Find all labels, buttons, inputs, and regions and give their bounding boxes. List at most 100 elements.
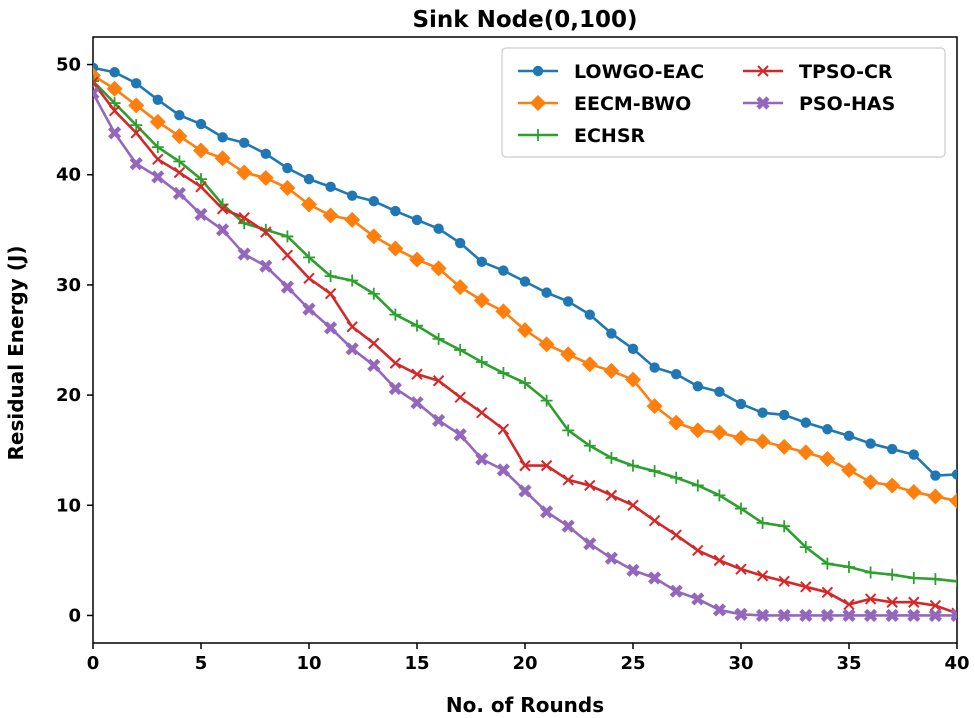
data-point	[108, 97, 121, 110]
data-point	[756, 570, 769, 582]
data-point	[776, 438, 793, 455]
x-tick-label: 25	[620, 653, 645, 674]
data-point	[195, 118, 207, 130]
data-point	[518, 484, 532, 498]
x-axis-ticks: 0 5 10 15 20 25 30 35 40	[87, 643, 970, 674]
data-point	[649, 362, 660, 373]
data-point	[842, 608, 856, 623]
data-point	[864, 608, 878, 623]
x-tick-label: 30	[728, 653, 753, 674]
data-point	[497, 367, 510, 380]
data-point	[670, 471, 683, 484]
data-point	[454, 343, 467, 356]
legend-label: ECHSR	[574, 125, 646, 147]
data-point	[324, 270, 337, 283]
data-point	[908, 449, 919, 460]
x-tick-label: 35	[836, 653, 861, 674]
data-point	[929, 573, 942, 586]
data-point	[346, 321, 358, 333]
data-point	[388, 381, 402, 396]
data-point	[865, 438, 876, 449]
data-point	[173, 155, 186, 168]
y-tick-label: 10	[56, 495, 81, 516]
data-point	[820, 608, 834, 623]
data-point	[281, 249, 294, 261]
x-tick-label: 40	[944, 653, 969, 674]
data-point	[432, 332, 445, 345]
data-point	[951, 469, 957, 480]
data-point	[347, 190, 358, 201]
data-point	[282, 162, 293, 174]
data-point	[821, 557, 834, 570]
data-point	[430, 260, 447, 277]
data-point	[540, 505, 554, 519]
data-point	[800, 581, 812, 593]
data-point	[538, 336, 555, 353]
data-point	[779, 409, 790, 421]
data-point	[433, 223, 444, 234]
data-point	[562, 474, 574, 486]
data-point	[325, 181, 336, 193]
data-point	[713, 489, 726, 502]
data-point	[195, 181, 207, 193]
data-point	[495, 303, 512, 320]
data-point	[821, 586, 834, 599]
data-point	[476, 407, 488, 419]
data-point	[237, 247, 251, 261]
data-point	[532, 129, 544, 141]
data-point	[257, 170, 274, 187]
data-point	[475, 356, 488, 369]
data-point	[173, 166, 186, 179]
data-point	[540, 459, 553, 472]
data-point	[819, 450, 836, 467]
data-point	[822, 424, 833, 435]
data-point	[171, 128, 188, 145]
x-tick-label: 15	[404, 653, 429, 674]
data-point	[734, 607, 748, 621]
series-line	[93, 92, 957, 617]
data-point	[301, 196, 317, 213]
x-tick-label: 5	[195, 653, 208, 674]
data-point	[733, 430, 749, 447]
data-point	[324, 288, 337, 300]
data-point	[930, 470, 941, 481]
data-point	[605, 451, 618, 464]
legend-item: TPSO-CR	[743, 61, 893, 83]
data-point	[691, 592, 705, 606]
data-point	[344, 211, 361, 228]
data-point	[530, 95, 546, 111]
data-point	[692, 381, 703, 392]
data-point	[303, 251, 315, 264]
data-point	[453, 428, 467, 442]
data-point	[128, 97, 145, 114]
data-point	[475, 452, 489, 466]
data-point	[130, 127, 142, 139]
data-point	[692, 544, 704, 557]
data-point	[648, 514, 661, 527]
y-tick-label: 50	[56, 55, 81, 76]
data-point	[627, 459, 639, 472]
data-point	[711, 424, 728, 441]
x-tick-label: 20	[512, 653, 537, 674]
data-point	[346, 274, 359, 287]
legend-item: EECM-BWO	[518, 93, 691, 115]
data-point	[303, 173, 315, 185]
series-tpso-cr	[93, 76, 957, 619]
data-point	[519, 276, 531, 287]
data-point	[108, 126, 122, 140]
data-point	[885, 608, 899, 623]
data-point	[473, 292, 490, 309]
series-echsr	[93, 75, 957, 588]
data-point	[151, 141, 164, 154]
data-point	[324, 321, 338, 335]
data-point	[843, 598, 855, 611]
data-point	[800, 417, 811, 428]
data-point	[887, 443, 898, 455]
data-point	[864, 593, 877, 605]
data-point	[757, 407, 768, 418]
data-point	[194, 207, 208, 221]
data-point	[583, 537, 597, 551]
legend-label: EECM-BWO	[574, 93, 691, 115]
data-point	[109, 67, 120, 78]
